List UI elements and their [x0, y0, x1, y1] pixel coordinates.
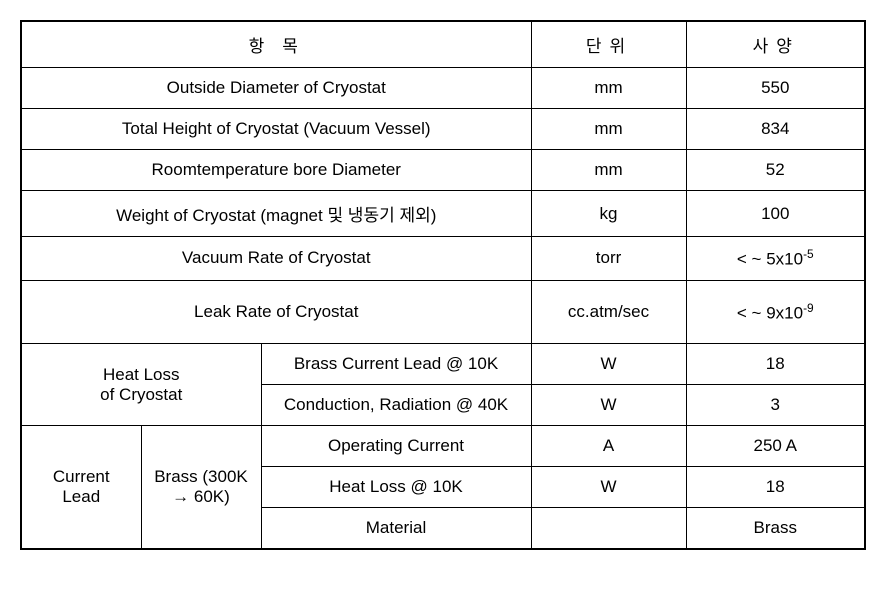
cell-spec: < ~ 5x10-5 — [686, 237, 865, 281]
cell-spec: 52 — [686, 150, 865, 191]
spec-prefix: < ~ 9x10 — [737, 303, 803, 322]
cell-item: Total Height of Cryostat (Vacuum Vessel) — [21, 109, 531, 150]
table-row: Leak Rate of Cryostat cc.atm/sec < ~ 9x1… — [21, 280, 865, 344]
cell-spec: 250 A — [686, 426, 865, 467]
group-line: Heat Loss — [103, 365, 180, 384]
cell-item: Outside Diameter of Cryostat — [21, 68, 531, 109]
cell-unit: W — [531, 467, 686, 508]
table-row: Roomtemperature bore Diameter mm 52 — [21, 150, 865, 191]
cell-item: Vacuum Rate of Cryostat — [21, 237, 531, 281]
cell-unit: mm — [531, 109, 686, 150]
table-row: Outside Diameter of Cryostat mm 550 — [21, 68, 865, 109]
header-row: 항목 단위 사양 — [21, 21, 865, 68]
table-row: Heat Loss of Cryostat Brass Current Lead… — [21, 344, 865, 385]
cell-unit: kg — [531, 191, 686, 237]
cell-group-current-lead: Current Lead — [21, 426, 141, 550]
header-item: 항목 — [21, 21, 531, 68]
cell-item: Conduction, Radiation @ 40K — [261, 385, 531, 426]
cell-group-heat-loss: Heat Loss of Cryostat — [21, 344, 261, 426]
spec-exponent: -9 — [803, 301, 814, 315]
table-row: Vacuum Rate of Cryostat torr < ~ 5x10-5 — [21, 237, 865, 281]
cell-item: Material — [261, 508, 531, 550]
spec-exponent: -5 — [803, 247, 814, 261]
cell-item: Brass Current Lead @ 10K — [261, 344, 531, 385]
cell-unit: cc.atm/sec — [531, 280, 686, 344]
cell-spec: Brass — [686, 508, 865, 550]
group-line: Current — [53, 467, 110, 486]
spec-table: 항목 단위 사양 Outside Diameter of Cryostat mm… — [20, 20, 866, 550]
cell-group-brass: Brass (300K → 60K) — [141, 426, 261, 550]
table-row: Current Lead Brass (300K → 60K) Operatin… — [21, 426, 865, 467]
cell-spec: 834 — [686, 109, 865, 150]
cell-spec: 18 — [686, 344, 865, 385]
cell-unit: torr — [531, 237, 686, 281]
cell-unit: W — [531, 344, 686, 385]
cell-unit — [531, 508, 686, 550]
cell-spec: 3 — [686, 385, 865, 426]
cell-item: Leak Rate of Cryostat — [21, 280, 531, 344]
group-line: of Cryostat — [100, 385, 182, 404]
cell-spec: 18 — [686, 467, 865, 508]
cell-spec: < ~ 9x10-9 — [686, 280, 865, 344]
cell-unit: A — [531, 426, 686, 467]
cell-unit: W — [531, 385, 686, 426]
cell-item: Roomtemperature bore Diameter — [21, 150, 531, 191]
header-unit: 단위 — [531, 21, 686, 68]
spec-prefix: < ~ 5x10 — [737, 250, 803, 269]
table-row: Weight of Cryostat (magnet 및 냉동기 제외) kg … — [21, 191, 865, 237]
cell-spec: 100 — [686, 191, 865, 237]
cell-item: Operating Current — [261, 426, 531, 467]
table-row: Total Height of Cryostat (Vacuum Vessel)… — [21, 109, 865, 150]
header-spec: 사양 — [686, 21, 865, 68]
cell-item: Heat Loss @ 10K — [261, 467, 531, 508]
group-line: Lead — [62, 487, 100, 506]
cell-unit: mm — [531, 150, 686, 191]
cell-unit: mm — [531, 68, 686, 109]
cell-spec: 550 — [686, 68, 865, 109]
spec-table-container: 항목 단위 사양 Outside Diameter of Cryostat mm… — [20, 20, 864, 550]
cell-item: Weight of Cryostat (magnet 및 냉동기 제외) — [21, 191, 531, 237]
